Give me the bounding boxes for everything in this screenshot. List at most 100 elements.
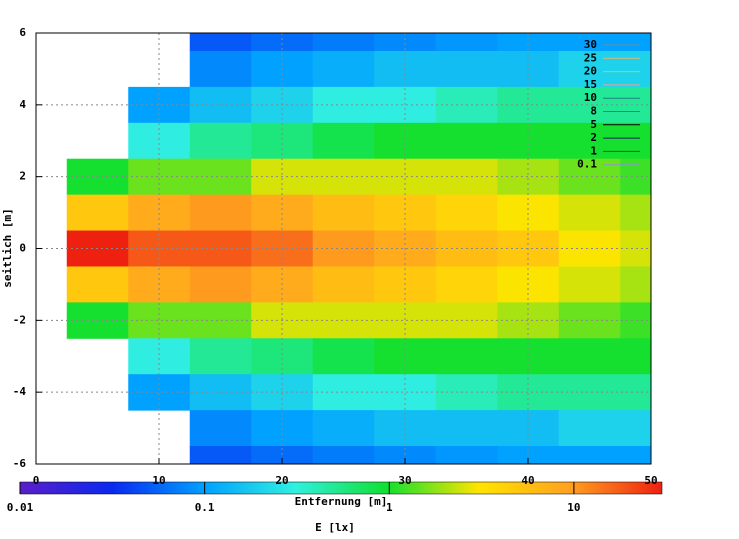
heatmap-cell: [620, 33, 651, 52]
heatmap-cell: [620, 446, 651, 464]
heatmap-cell: [558, 230, 621, 267]
heatmap-cell: [189, 194, 252, 232]
heatmap-cell: [374, 446, 437, 464]
heatmap-cell: [620, 410, 651, 447]
heatmap-cell: [435, 194, 498, 232]
heatmap-cell: [558, 86, 621, 124]
heatmap-cell: [435, 410, 498, 447]
x-tick-label: 50: [644, 474, 657, 487]
heatmap-cell: [435, 338, 498, 375]
x-tick-label: 30: [398, 474, 411, 487]
heatmap-cell: [435, 122, 498, 160]
y-tick-label: 2: [19, 170, 26, 183]
colorbar: [19, 481, 663, 495]
y-tick-label: -6: [13, 457, 27, 470]
heatmap-cell: [189, 446, 252, 464]
heatmap-cell: [312, 374, 375, 411]
colorbar-label: E [lx]: [315, 521, 355, 534]
heatmap-cell: [558, 302, 621, 339]
heatmap-cell: [312, 446, 375, 464]
legend-label: 8: [590, 105, 597, 118]
colorbar-tick-label: 1: [386, 501, 393, 514]
heatmap-cell: [189, 266, 252, 303]
heatmap-cell: [251, 446, 314, 464]
heatmap-cell: [558, 338, 621, 375]
heatmap-cell: [189, 122, 252, 160]
heatmap: [66, 33, 651, 464]
legend-label: 2: [590, 131, 597, 144]
x-tick-label: 10: [152, 474, 165, 487]
y-tick-label: -4: [13, 385, 27, 398]
heatmap-cell: [251, 194, 314, 232]
heatmap-cell: [312, 230, 375, 267]
heatmap-cell: [558, 410, 621, 447]
legend-label: 20: [584, 65, 597, 78]
heatmap-cell: [620, 230, 651, 267]
heatmap-cell: [497, 194, 560, 232]
heatmap-cell: [435, 33, 498, 52]
heatmap-cell: [189, 33, 252, 52]
heatmap-cell: [312, 158, 375, 196]
heatmap-cell: [558, 122, 621, 160]
heatmap-cell: [374, 194, 437, 232]
colorbar-tick-label: 10: [567, 501, 580, 514]
heatmap-cell: [558, 194, 621, 232]
heatmap-cell: [312, 33, 375, 52]
heatmap-cell: [497, 33, 560, 52]
heatmap-cell: [620, 302, 651, 339]
heatmap-cell: [558, 50, 621, 88]
x-axis-label: Entfernung [m]: [295, 495, 388, 508]
heatmap-cell: [558, 33, 621, 52]
legend-label: 1: [590, 144, 597, 157]
y-tick-label: -2: [13, 313, 26, 326]
heatmap-cell: [312, 302, 375, 339]
colorbar-tick-label: 0.01: [7, 501, 34, 514]
heatmap-cell: [435, 50, 498, 88]
heatmap-cell: [128, 86, 191, 124]
heatmap-cell: [251, 33, 314, 52]
heatmap-cell: [374, 33, 437, 52]
y-axis-label: seitlich [m]: [1, 208, 14, 287]
legend-label: 0.1: [577, 158, 597, 171]
heatmap-cell: [620, 86, 651, 124]
heatmap-cell: [312, 86, 375, 124]
heatmap-cell: [558, 374, 621, 411]
heatmap-cell: [189, 338, 252, 375]
heatmap-cell: [620, 266, 651, 303]
heatmap-cell: [435, 446, 498, 464]
heatmap-cell: [128, 194, 191, 232]
heatmap-cell: [312, 194, 375, 232]
heatmap-cell: [312, 338, 375, 375]
plot-border: [35, 32, 652, 465]
heatmap-cell: [189, 410, 252, 447]
heatmap-cell: [66, 266, 129, 303]
heatmap-cell: [435, 266, 498, 303]
heatmap-cell: [558, 266, 621, 303]
colorbar-tick-label: 0.1: [195, 501, 215, 514]
heatmap-cell: [620, 122, 651, 160]
y-tick-label: 0: [19, 242, 26, 255]
legend-label: 5: [590, 118, 597, 131]
legend-label: 30: [584, 38, 597, 51]
legend-label: 10: [584, 91, 597, 104]
heatmap-cell: [374, 86, 437, 124]
heatmap-cell: [620, 50, 651, 88]
heatmap-cell: [620, 338, 651, 375]
heatmap-cell: [312, 410, 375, 447]
x-tick-label: 0: [33, 474, 40, 487]
y-tick-label: 6: [19, 26, 26, 39]
heatmap-cell: [189, 50, 252, 88]
heatmap-cell: [312, 266, 375, 303]
heatmap-cell: [497, 446, 560, 464]
heatmap-cell: [312, 122, 375, 160]
y-tick-label: 4: [19, 98, 26, 111]
heatmap-cell: [620, 374, 651, 411]
heatmap-cell: [312, 50, 375, 88]
legend-label: 25: [584, 51, 597, 64]
heatmap-cell: [558, 446, 621, 464]
x-tick-label: 20: [275, 474, 288, 487]
legend-label: 15: [584, 78, 597, 91]
heatmap-cell: [620, 194, 651, 232]
heatmap-cell: [66, 194, 129, 232]
